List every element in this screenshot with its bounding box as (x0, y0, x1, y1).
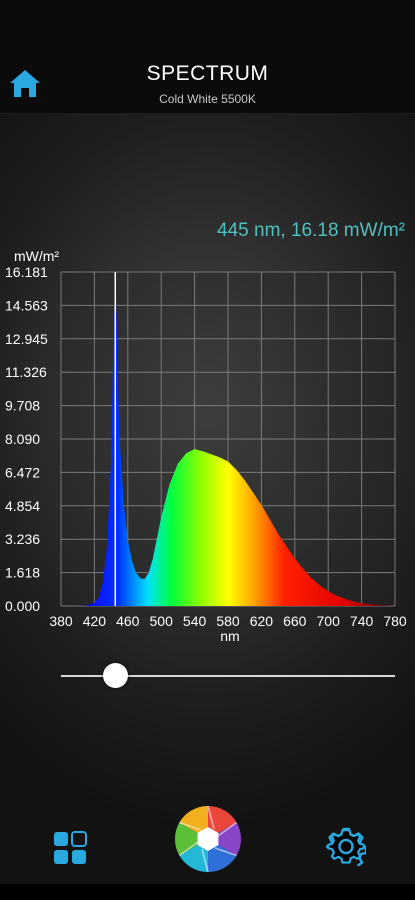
x-axis-ticks: 380 420 460 500 540 580 620 660 700 740 780 (49, 613, 407, 629)
x-tick-label: 700 (317, 613, 341, 629)
y-tick-label: 1.618 (5, 565, 40, 581)
x-axis-label: nm (220, 628, 239, 644)
x-tick-label: 580 (216, 613, 240, 629)
x-tick-label: 420 (83, 613, 107, 629)
y-tick-label: 16.181 (5, 264, 48, 280)
gear-icon[interactable] (326, 826, 366, 866)
page-subtitle: Cold White 5500K (159, 92, 256, 106)
system-navigation-bar (0, 884, 415, 900)
grid-icon[interactable] (53, 831, 87, 865)
y-axis-ticks: 0.000 1.618 3.236 4.854 6.472 8.090 9.708 11.32… (5, 264, 48, 614)
y-tick-label: 9.708 (5, 398, 40, 414)
y-tick-label: 6.472 (5, 464, 40, 480)
x-tick-label: 540 (183, 613, 207, 629)
spectrum-chart: 0.000 1.618 3.236 4.854 6.472 8.090 9.708 11.32… (5, 264, 407, 644)
x-tick-label: 380 (49, 613, 73, 629)
spectrum-area (61, 272, 395, 606)
y-tick-label: 14.563 (5, 297, 48, 313)
x-tick-label: 620 (250, 613, 274, 629)
y-tick-label: 8.090 (5, 431, 40, 447)
y-tick-label: 0.000 (5, 598, 40, 614)
shutter-icon[interactable] (174, 805, 242, 873)
x-tick-label: 500 (150, 613, 174, 629)
y-tick-label: 4.854 (5, 498, 40, 514)
x-tick-label: 780 (383, 613, 407, 629)
wavelength-slider-thumb[interactable] (102, 663, 128, 688)
x-tick-label: 740 (350, 613, 374, 629)
y-axis-unit: mW/m² (14, 248, 60, 264)
x-tick-label: 660 (283, 613, 307, 629)
y-tick-label: 12.945 (5, 331, 48, 347)
y-tick-label: 11.326 (5, 364, 47, 380)
cursor-readout: 445 nm, 16.18 mW/m² (217, 220, 405, 241)
page-title: SPECTRUM (146, 62, 269, 85)
x-tick-label: 460 (116, 613, 140, 629)
app-header: SPECTRUM Cold White 5500K (0, 0, 415, 114)
wavelength-slider-track[interactable] (61, 675, 395, 677)
y-tick-label: 3.236 (5, 531, 40, 547)
home-icon[interactable] (8, 66, 42, 100)
